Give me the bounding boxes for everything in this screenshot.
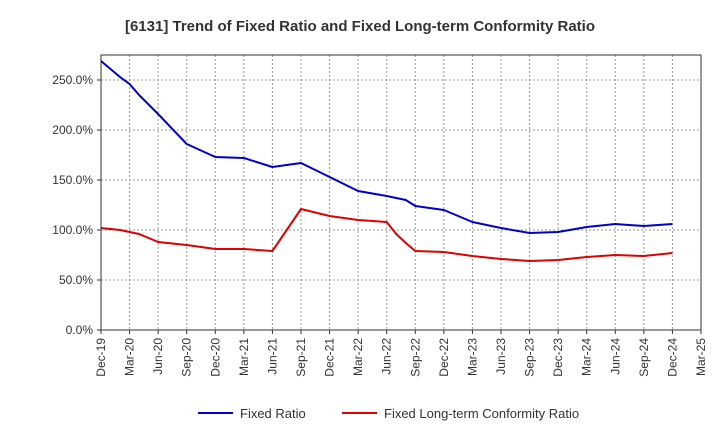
x-tick-label: Sep-24 [637,338,651,377]
x-tick-label: Mar-21 [237,338,251,376]
y-tick-label: 50.0% [59,273,93,287]
x-tick-label: Mar-24 [580,338,594,376]
y-tick-label: 200.0% [52,123,93,137]
x-tick-label: Dec-19 [94,338,108,377]
x-tick-label: Dec-20 [208,338,222,377]
y-tick-label: 250.0% [52,73,93,87]
x-tick-label: Mar-23 [465,338,479,376]
x-tick-label: Mar-20 [123,338,137,376]
plot-frame [100,54,702,331]
x-tick-label: Jun-22 [380,338,394,375]
x-tick-label: Jun-23 [494,338,508,375]
legend-label-fixed-ratio: Fixed Ratio [240,406,306,421]
series-lines [100,60,673,262]
series-line-0 [100,60,673,234]
x-axis: Dec-19 Mar-20 Jun-20 Sep-20 Dec-20 Mar-21 Jun-… [94,330,708,377]
y-tick-label: 0.0% [66,323,94,337]
x-tick-label: Dec-22 [437,338,451,377]
x-tick-label: Sep-21 [294,338,308,377]
y-tick-label: 100.0% [52,223,93,237]
y-tick-label: 150.0% [52,173,93,187]
x-tick-label: Sep-20 [180,338,194,377]
x-tick-label: Jun-21 [265,338,279,375]
x-tick-label: Jun-20 [151,338,165,375]
chart-title: [6131] Trend of Fixed Ratio and Fixed Lo… [125,18,595,35]
x-tick-label: Mar-22 [351,338,365,376]
x-tick-label: Sep-22 [408,338,422,377]
x-tick-label: Dec-23 [551,338,565,377]
x-tick-label: Jun-24 [608,338,622,375]
legend-label-fixed-long-term-conformity-ratio: Fixed Long-term Conformity Ratio [384,406,579,421]
series-line-1 [100,208,673,262]
x-tick-label: Dec-24 [665,338,679,377]
y-axis: 0.0% 50.0% 100.0% 150.0% 200.0% 250.0% [52,73,101,337]
grid-lines [101,55,701,330]
x-tick-label: Sep-23 [523,338,537,377]
x-tick-label: Mar-25 [694,338,708,376]
x-tick-label: Dec-21 [323,338,337,377]
legend: Fixed Ratio Fixed Long-term Conformity R… [198,406,579,421]
